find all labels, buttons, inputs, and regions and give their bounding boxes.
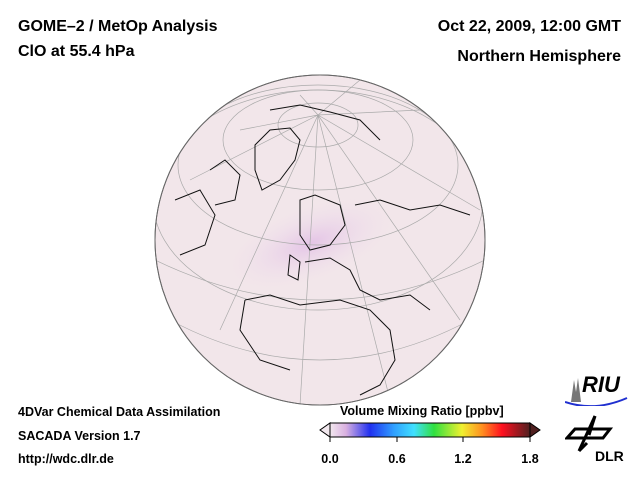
colorbar-min-arrow bbox=[319, 422, 331, 438]
colorbar-tick: 0.0 bbox=[321, 452, 339, 466]
coastlines bbox=[174, 104, 471, 396]
clo-enhancement bbox=[229, 190, 411, 290]
colorbar-gradient bbox=[329, 422, 531, 438]
map-subtitle: ClO at 55.4 hPa bbox=[18, 43, 135, 60]
footer-line-1: 4DVar Chemical Data Assimilation bbox=[18, 405, 221, 419]
footer-link[interactable]: http://wdc.dlr.de bbox=[18, 452, 114, 466]
dlr-logo: DLR bbox=[565, 413, 635, 468]
map-title: GOME–2 / MetOp Analysis bbox=[18, 18, 218, 35]
riu-logo: RIU bbox=[565, 372, 635, 406]
map-datetime: Oct 22, 2009, 12:00 GMT bbox=[437, 18, 621, 35]
colorbar-title: Volume Mixing Ratio [ppbv] bbox=[340, 404, 504, 418]
map-region: Northern Hemisphere bbox=[457, 48, 621, 65]
colorbar-tick: 0.6 bbox=[388, 452, 406, 466]
colorbar-tick: 1.2 bbox=[454, 452, 472, 466]
colorbar-tick: 1.8 bbox=[521, 452, 539, 466]
colorbar-max-arrow bbox=[529, 422, 541, 438]
footer-line-2: SACADA Version 1.7 bbox=[18, 429, 141, 443]
colorbar bbox=[319, 422, 541, 442]
